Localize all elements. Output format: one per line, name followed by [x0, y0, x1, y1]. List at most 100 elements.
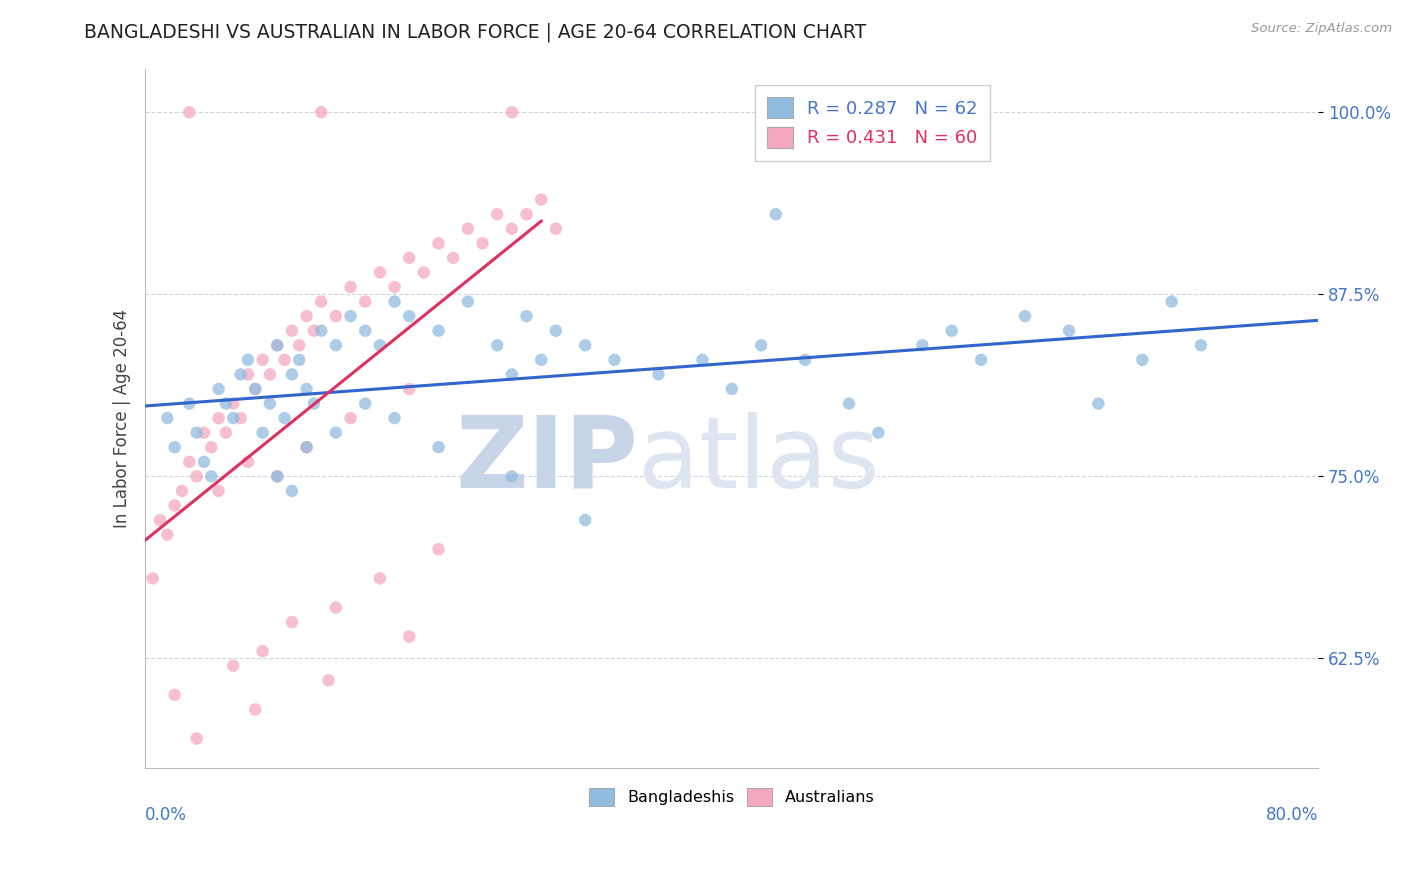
- Point: [574, 513, 596, 527]
- Point: [207, 411, 229, 425]
- Point: [229, 368, 252, 382]
- Point: [1160, 294, 1182, 309]
- Point: [156, 527, 179, 541]
- Point: [266, 338, 288, 352]
- Point: [295, 440, 318, 454]
- Point: [245, 702, 267, 716]
- Point: [530, 352, 553, 367]
- Point: [749, 338, 772, 352]
- Point: [325, 309, 347, 323]
- Point: [868, 425, 890, 440]
- Text: 0.0%: 0.0%: [145, 806, 187, 824]
- Point: [970, 352, 993, 367]
- Point: [368, 571, 391, 585]
- Point: [281, 368, 304, 382]
- Text: 80.0%: 80.0%: [1265, 806, 1319, 824]
- Legend: Bangladeshis, Australians: Bangladeshis, Australians: [582, 782, 882, 812]
- Point: [384, 411, 406, 425]
- Point: [501, 221, 523, 235]
- Point: [398, 251, 420, 265]
- Point: [163, 440, 186, 454]
- Point: [318, 673, 340, 688]
- Point: [309, 294, 332, 309]
- Point: [515, 207, 537, 221]
- Point: [354, 294, 377, 309]
- Point: [911, 338, 934, 352]
- Point: [530, 193, 553, 207]
- Point: [236, 352, 259, 367]
- Point: [309, 324, 332, 338]
- Point: [215, 425, 238, 440]
- Point: [259, 368, 281, 382]
- Point: [259, 396, 281, 410]
- Point: [295, 309, 318, 323]
- Point: [398, 382, 420, 396]
- Point: [186, 469, 208, 483]
- Point: [273, 352, 295, 367]
- Point: [222, 396, 245, 410]
- Point: [222, 658, 245, 673]
- Point: [398, 309, 420, 323]
- Point: [384, 294, 406, 309]
- Point: [149, 513, 172, 527]
- Point: [215, 396, 238, 410]
- Point: [281, 324, 304, 338]
- Point: [281, 615, 304, 629]
- Point: [295, 382, 318, 396]
- Point: [200, 469, 222, 483]
- Point: [245, 382, 267, 396]
- Point: [245, 382, 267, 396]
- Point: [273, 411, 295, 425]
- Point: [302, 324, 325, 338]
- Point: [339, 309, 361, 323]
- Point: [603, 352, 626, 367]
- Point: [236, 368, 259, 382]
- Point: [200, 440, 222, 454]
- Point: [692, 352, 714, 367]
- Point: [720, 382, 742, 396]
- Point: [398, 630, 420, 644]
- Point: [457, 294, 479, 309]
- Point: [229, 411, 252, 425]
- Point: [1014, 309, 1036, 323]
- Point: [325, 338, 347, 352]
- Text: ZIP: ZIP: [456, 411, 638, 508]
- Point: [179, 455, 201, 469]
- Point: [325, 600, 347, 615]
- Point: [179, 396, 201, 410]
- Point: [384, 280, 406, 294]
- Point: [281, 483, 304, 498]
- Point: [186, 425, 208, 440]
- Point: [765, 207, 787, 221]
- Point: [501, 469, 523, 483]
- Point: [252, 644, 274, 658]
- Point: [179, 105, 201, 120]
- Point: [339, 280, 361, 294]
- Point: [544, 324, 567, 338]
- Point: [647, 368, 669, 382]
- Point: [163, 499, 186, 513]
- Point: [1057, 324, 1080, 338]
- Point: [288, 352, 311, 367]
- Point: [515, 309, 537, 323]
- Point: [427, 440, 450, 454]
- Point: [252, 425, 274, 440]
- Point: [441, 251, 464, 265]
- Point: [142, 571, 165, 585]
- Point: [236, 455, 259, 469]
- Point: [302, 396, 325, 410]
- Point: [1189, 338, 1212, 352]
- Point: [501, 368, 523, 382]
- Point: [412, 265, 434, 279]
- Point: [1087, 396, 1109, 410]
- Point: [156, 411, 179, 425]
- Point: [1130, 352, 1153, 367]
- Point: [457, 221, 479, 235]
- Text: BANGLADESHI VS AUSTRALIAN IN LABOR FORCE | AGE 20-64 CORRELATION CHART: BANGLADESHI VS AUSTRALIAN IN LABOR FORCE…: [84, 22, 866, 42]
- Point: [193, 455, 215, 469]
- Point: [838, 396, 860, 410]
- Point: [207, 483, 229, 498]
- Y-axis label: In Labor Force | Age 20-64: In Labor Force | Age 20-64: [114, 309, 131, 528]
- Point: [368, 265, 391, 279]
- Point: [309, 105, 332, 120]
